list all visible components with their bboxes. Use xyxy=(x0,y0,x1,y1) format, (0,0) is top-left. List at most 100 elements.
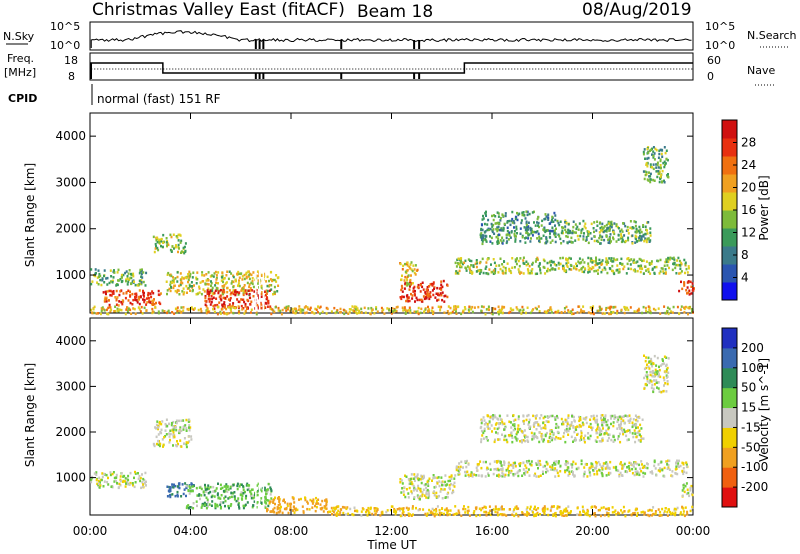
data-cell xyxy=(457,509,460,512)
data-cell xyxy=(616,309,619,313)
data-cell xyxy=(557,267,560,270)
data-cell xyxy=(687,306,690,309)
data-cell xyxy=(525,227,528,230)
data-cell xyxy=(686,271,689,274)
data-cell xyxy=(210,280,212,283)
data-cell xyxy=(273,310,276,314)
data-cell xyxy=(257,282,260,285)
data-cell xyxy=(405,294,408,298)
data-cell xyxy=(501,421,504,424)
data-cell xyxy=(183,442,185,445)
data-cell xyxy=(309,306,312,310)
data-cell xyxy=(616,427,619,430)
data-cell xyxy=(600,429,603,433)
data-cell xyxy=(627,465,630,468)
data-cell xyxy=(593,269,596,273)
data-cell xyxy=(521,236,524,239)
data-cell xyxy=(136,284,139,287)
data-cell xyxy=(488,268,491,271)
data-cell xyxy=(459,468,462,471)
data-cell xyxy=(555,435,558,439)
data-cell xyxy=(246,482,249,486)
data-cell xyxy=(624,308,627,311)
data-cell xyxy=(480,425,483,429)
data-cell xyxy=(326,307,329,311)
data-cell xyxy=(569,463,572,466)
data-cell xyxy=(587,256,590,260)
colorbar-tick-label: 4 xyxy=(741,271,749,285)
data-cell xyxy=(608,267,611,270)
data-cell xyxy=(150,295,153,299)
data-cell xyxy=(215,286,218,290)
data-cell xyxy=(633,473,636,477)
data-cell xyxy=(176,493,179,497)
data-cell xyxy=(572,460,575,464)
data-cell xyxy=(335,514,338,517)
data-cell xyxy=(645,269,648,272)
panel-frame xyxy=(89,317,694,516)
data-cell xyxy=(567,511,570,515)
data-cell xyxy=(227,488,230,491)
data-cell xyxy=(423,483,426,487)
data-cell xyxy=(614,305,617,309)
data-cell xyxy=(597,272,599,275)
data-cell xyxy=(596,470,598,473)
data-cell xyxy=(419,283,422,287)
data-cell xyxy=(429,295,432,299)
data-cell xyxy=(585,235,588,239)
data-cell xyxy=(339,511,342,514)
data-cell xyxy=(325,504,328,507)
data-cell xyxy=(621,430,624,434)
data-cell xyxy=(225,483,228,486)
data-cell xyxy=(169,438,171,442)
data-cell xyxy=(225,312,228,316)
data-cell xyxy=(227,312,230,315)
data-cell xyxy=(341,505,344,509)
data-cell xyxy=(101,308,103,311)
data-cell xyxy=(103,480,106,483)
data-cell xyxy=(416,473,419,476)
data-cell xyxy=(421,477,424,481)
data-cell xyxy=(604,419,606,423)
data-cell xyxy=(515,439,518,442)
data-cell xyxy=(676,506,679,510)
data-cell xyxy=(183,245,186,249)
data-cell xyxy=(199,307,202,311)
data-cell xyxy=(612,305,615,309)
data-cell xyxy=(316,310,319,314)
data-cell xyxy=(609,259,612,262)
data-cell xyxy=(158,444,161,448)
data-cell xyxy=(356,312,359,315)
data-cell xyxy=(675,263,678,267)
data-cell xyxy=(599,431,601,434)
data-cell xyxy=(667,312,670,316)
data-cell xyxy=(157,248,160,252)
data-cell xyxy=(283,306,286,310)
data-cell xyxy=(430,309,433,312)
data-cell xyxy=(498,228,501,232)
data-cell xyxy=(559,437,562,440)
data-cell xyxy=(665,368,668,371)
data-cell xyxy=(671,474,674,478)
data-cell xyxy=(497,310,499,314)
data-cell xyxy=(143,298,146,302)
colorbar-swatch xyxy=(722,347,737,369)
data-cell xyxy=(354,308,357,311)
data-cell xyxy=(571,229,574,233)
data-cell xyxy=(185,486,188,489)
data-cell xyxy=(447,509,450,512)
data-cell xyxy=(273,285,276,289)
data-cell xyxy=(607,436,610,440)
data-cell xyxy=(116,481,118,485)
data-cell xyxy=(676,459,678,462)
data-cell xyxy=(446,310,449,313)
data-cell xyxy=(176,311,179,314)
data-cell xyxy=(133,476,135,480)
data-cell xyxy=(559,237,562,241)
data-cell xyxy=(204,483,206,487)
data-cell xyxy=(222,501,225,504)
data-cell xyxy=(281,511,284,515)
data-cell xyxy=(251,505,254,509)
data-cell xyxy=(375,306,378,309)
data-cell xyxy=(594,514,597,518)
